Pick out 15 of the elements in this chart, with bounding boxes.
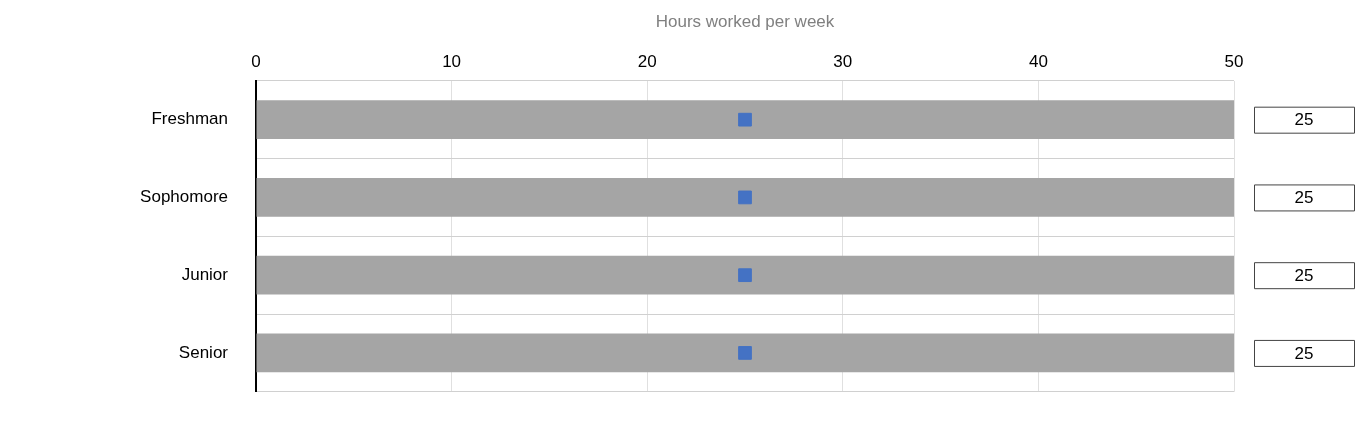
y-tick-label: Junior: [181, 264, 229, 284]
y-tick-label: Freshman: [151, 109, 228, 129]
x-tick-label: 0: [251, 52, 261, 72]
y-tick-label: Senior: [178, 342, 229, 362]
x-tick-label: 10: [442, 52, 462, 72]
x-tick-label: 50: [1224, 52, 1244, 72]
data-label: 25: [1294, 188, 1314, 208]
x-tick-label: 20: [637, 52, 657, 72]
data-label: 25: [1294, 343, 1314, 363]
x-tick-label: 30: [833, 52, 853, 72]
y-tick-label: Sophomore: [140, 187, 228, 207]
data-label: 25: [1294, 110, 1314, 130]
x-axis-title: Hours worked per week: [655, 11, 835, 31]
x-tick-label: 40: [1028, 52, 1048, 72]
data-label: 25: [1294, 265, 1314, 285]
